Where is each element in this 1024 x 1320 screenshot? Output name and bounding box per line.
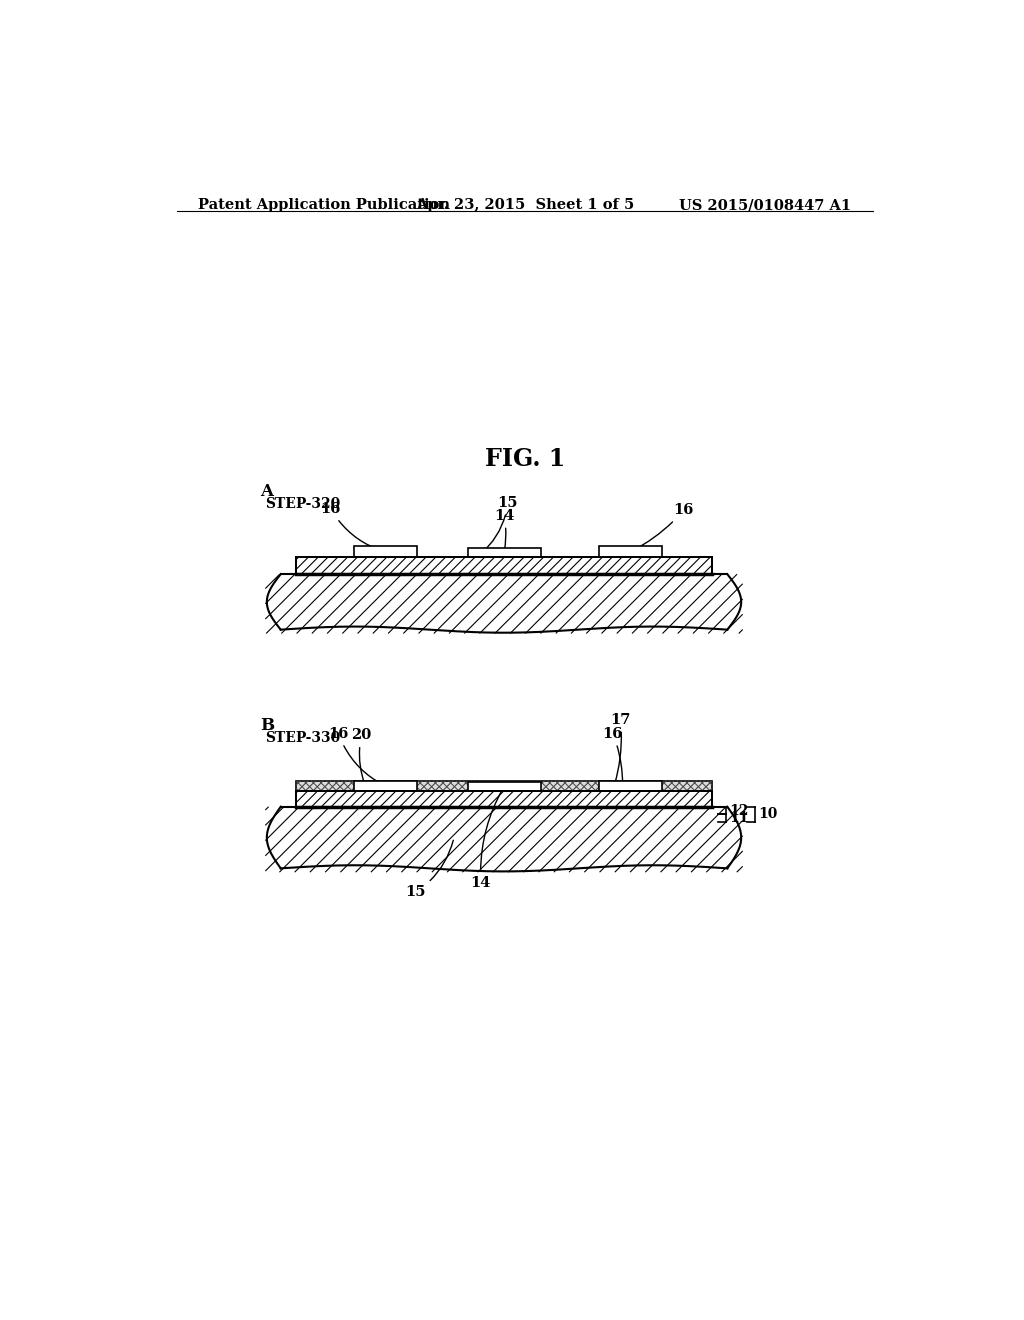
Polygon shape: [267, 574, 727, 632]
Text: 10: 10: [758, 808, 777, 821]
Bar: [468, 781, 541, 792]
Bar: [354, 780, 417, 792]
Text: 12: 12: [729, 804, 749, 817]
Text: 16: 16: [321, 502, 383, 550]
Text: 14: 14: [494, 508, 514, 550]
Bar: [468, 548, 541, 557]
Polygon shape: [267, 807, 727, 871]
Text: 14: 14: [471, 789, 503, 890]
Text: 16: 16: [633, 503, 694, 550]
Bar: [599, 780, 662, 792]
Text: Patent Application Publication: Patent Application Publication: [199, 198, 451, 213]
Bar: [296, 792, 712, 807]
Bar: [296, 557, 712, 574]
Text: US 2015/0108447 A1: US 2015/0108447 A1: [679, 198, 851, 213]
Text: 15: 15: [480, 495, 518, 554]
Text: B: B: [260, 717, 274, 734]
Text: STEP-320: STEP-320: [265, 498, 341, 511]
Text: 16: 16: [602, 726, 623, 783]
Text: 11: 11: [729, 812, 749, 825]
Bar: [354, 546, 417, 557]
Bar: [296, 780, 712, 792]
Text: 17: 17: [610, 713, 631, 783]
Text: Apr. 23, 2015  Sheet 1 of 5: Apr. 23, 2015 Sheet 1 of 5: [416, 198, 634, 213]
Text: STEP-330: STEP-330: [265, 730, 341, 744]
Text: 15: 15: [406, 841, 454, 899]
Text: 16: 16: [329, 726, 383, 784]
Text: A: A: [260, 483, 273, 500]
Text: FIG. 1: FIG. 1: [484, 447, 565, 471]
Bar: [599, 546, 662, 557]
Text: 20: 20: [351, 729, 372, 783]
